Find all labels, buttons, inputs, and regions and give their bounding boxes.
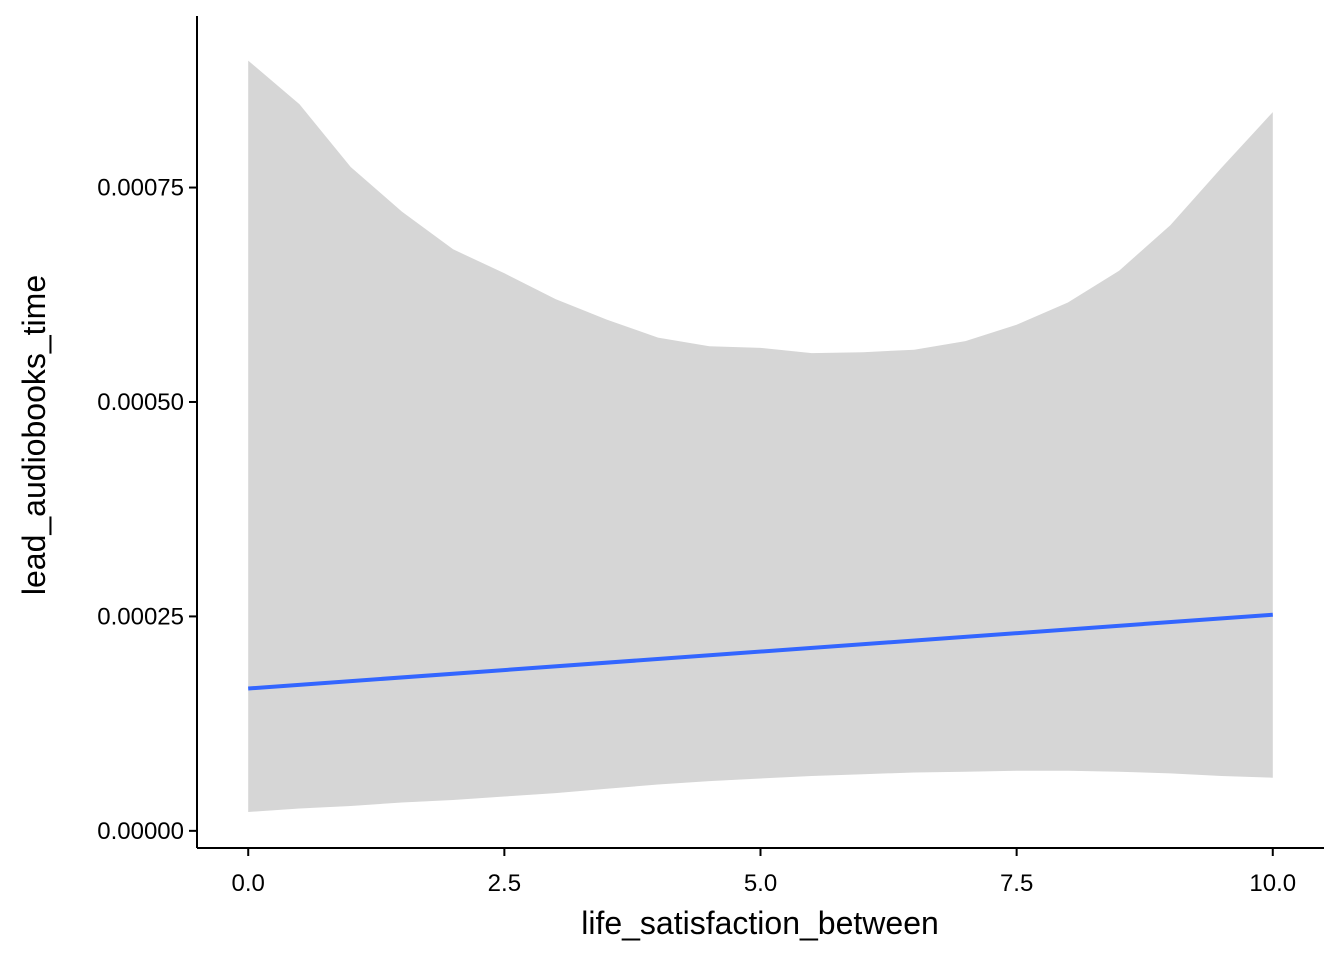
x-tick-label: 2.5 (488, 870, 521, 897)
confidence-ribbon (248, 60, 1273, 813)
ribbon-layer (248, 60, 1273, 813)
y-tick-label: 0.00025 (97, 603, 184, 630)
y-tick-label: 0.00000 (97, 818, 184, 845)
y-tick-label: 0.00075 (97, 175, 184, 202)
fit-line-fit (248, 612, 1273, 691)
line-layer (248, 612, 1273, 691)
x-tick-label: 7.5 (1000, 870, 1033, 897)
x-tick-label: 0.0 (232, 870, 265, 897)
y-axis-title: lead_audiobooks_time (16, 275, 52, 595)
ticks-layer: 0.0 2.5 5.0 7.5 10.0 0.00000 0.00025 0.00050 0.0… (97, 175, 1296, 897)
x-axis-title: life_satisfaction_between (581, 905, 939, 941)
x-tick-label: 10.0 (1249, 870, 1296, 897)
y-tick-label: 0.00050 (97, 389, 184, 416)
x-tick-label: 5.0 (744, 870, 777, 897)
